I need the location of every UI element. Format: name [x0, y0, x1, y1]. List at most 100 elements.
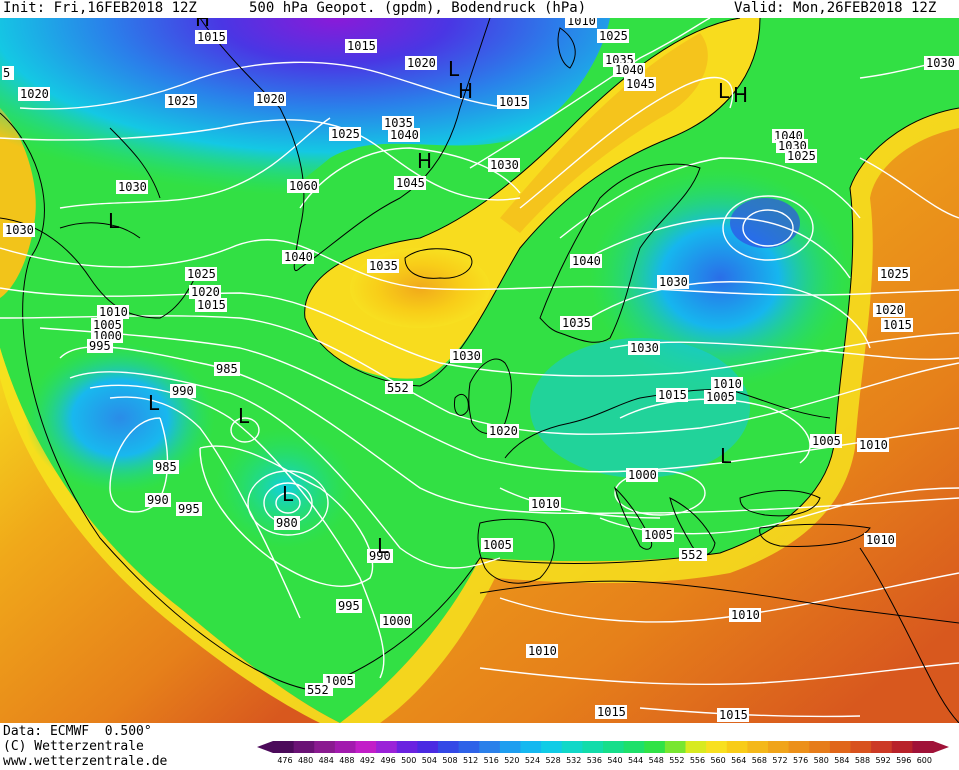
svg-text:1005: 1005	[93, 318, 122, 332]
svg-text:1010: 1010	[866, 533, 895, 547]
svg-text:1015: 1015	[197, 298, 226, 312]
pressure-label: 1010	[529, 497, 561, 511]
colorbar-tick-label: 560	[710, 756, 725, 765]
pressure-label: 1015	[595, 705, 627, 719]
svg-text:1025: 1025	[599, 29, 628, 43]
pressure-label: 1035	[560, 316, 592, 330]
pressure-label: 1045	[624, 77, 656, 91]
svg-text:1015: 1015	[658, 388, 687, 402]
color-scale: 476 480 484 488 492 496 500 504 508 512 516 520 524 5…	[257, 741, 949, 765]
colorbar-swatch	[293, 741, 315, 753]
svg-text:1030: 1030	[630, 341, 659, 355]
pressure-label: 1010	[565, 18, 597, 28]
pressure-label: 1025	[185, 267, 217, 281]
pressure-centers: L L L L L L L H L H H H	[108, 18, 748, 558]
pressure-label: 990	[367, 549, 393, 563]
colorbar-tick-label: 584	[834, 756, 849, 765]
geopot-label: 552	[679, 548, 707, 562]
pressure-label: 1010	[864, 533, 896, 547]
pressure-labels: 1015 1015 1020 1010 1025 1035 1040 1045 …	[2, 18, 959, 722]
svg-text:1025: 1025	[167, 94, 196, 108]
colorbar-swatch	[747, 741, 769, 753]
svg-text:990: 990	[172, 384, 194, 398]
colorbar-tick-label: 544	[628, 756, 643, 765]
pressure-label: 1030	[488, 158, 520, 172]
pressure-label: 1015	[195, 30, 227, 44]
pressure-label: 1020	[254, 92, 286, 106]
pressure-label: 1015	[656, 388, 688, 402]
contour-552-east	[309, 107, 959, 691]
pressure-label: 1010	[97, 305, 129, 319]
pressure-label: 1030	[3, 223, 35, 237]
pressure-label: 1005	[810, 434, 842, 448]
low-center: L	[108, 209, 120, 233]
colorbar-tick-label: 576	[793, 756, 808, 765]
svg-text:1040: 1040	[390, 128, 419, 142]
colorbar-swatch	[871, 741, 893, 753]
svg-text:552: 552	[387, 381, 409, 395]
pressure-label: 1035	[776, 116, 808, 141]
svg-text:1025: 1025	[331, 127, 360, 141]
colorbar-swatch	[603, 741, 625, 753]
colorbar-swatch	[273, 741, 295, 753]
svg-text:985: 985	[216, 362, 238, 376]
colorbar-tick-label: 500	[401, 756, 416, 765]
colorbar-tick-label: 496	[380, 756, 395, 765]
colorbar-swatch	[644, 741, 666, 753]
colorbar-tick-label: 596	[896, 756, 911, 765]
colorbar-tick-label: 512	[463, 756, 478, 765]
init-time: Init: Fri,16FEB2018 12Z	[3, 0, 197, 16]
svg-text:1005: 1005	[483, 538, 512, 552]
svg-text:1035: 1035	[369, 259, 398, 273]
pressure-label: 1005	[481, 538, 513, 552]
colorbar-swatch	[726, 741, 748, 753]
high-center: H	[733, 83, 748, 107]
colorbar-arrow-right	[933, 741, 949, 753]
east-low-core	[730, 198, 800, 248]
svg-text:1020: 1020	[20, 87, 49, 101]
svg-text:990: 990	[369, 549, 391, 563]
svg-text:1035: 1035	[562, 316, 591, 330]
pressure-label: 1025	[878, 267, 910, 281]
pressure-label: 1030	[116, 180, 148, 194]
colorbar-tick-label: 588	[855, 756, 870, 765]
geopot-label: 552	[385, 381, 413, 395]
svg-text:1020: 1020	[407, 56, 436, 70]
svg-text:1010: 1010	[731, 608, 760, 622]
pressure-label: 985	[214, 362, 240, 376]
svg-text:1015: 1015	[883, 318, 912, 332]
colorbar-swatch	[582, 741, 604, 753]
colorbar-swatch	[541, 741, 563, 753]
colorbar-swatch	[561, 741, 583, 753]
colorbar-tick-label: 592	[875, 756, 890, 765]
pressure-label: 1030	[924, 56, 959, 70]
svg-text:1020: 1020	[256, 92, 285, 106]
svg-text:1010: 1010	[713, 377, 742, 391]
svg-text:1010: 1010	[99, 305, 128, 319]
pressure-label: 1030	[450, 349, 482, 363]
map-header: Init: Fri,16FEB2018 12Z 500 hPa Geopot. …	[0, 0, 959, 18]
svg-text:1030: 1030	[926, 56, 955, 70]
svg-text:985: 985	[155, 460, 177, 474]
svg-text:1030: 1030	[5, 223, 34, 237]
low-center: L	[720, 444, 732, 468]
pressure-label: 1025	[329, 127, 361, 141]
pressure-label: 1045	[394, 176, 426, 190]
pressure-label: 1010	[729, 608, 761, 622]
colorbar-tick-label: 484	[319, 756, 334, 765]
svg-text:1040: 1040	[572, 254, 601, 268]
pressure-label: 1005	[91, 318, 123, 332]
colorbar-swatch	[768, 741, 790, 753]
pressure-label: 1060	[287, 179, 319, 193]
pressure-label: 1025	[785, 149, 817, 163]
pressure-label: 985	[153, 460, 179, 474]
colorbar-swatch	[355, 741, 377, 753]
svg-text:1025: 1025	[187, 267, 216, 281]
low-center: L	[238, 404, 250, 428]
colorbar-swatch	[438, 741, 460, 753]
colorbar-tick-label: 568	[752, 756, 767, 765]
svg-text:1030: 1030	[659, 275, 688, 289]
map-footer: Data: ECMWF 0.500° (C) Wetterzentrale ww…	[0, 723, 959, 770]
svg-text:995: 995	[178, 502, 200, 516]
map-title: 500 hPa Geopot. (gpdm), Bodendruck (hPa)	[249, 0, 587, 16]
